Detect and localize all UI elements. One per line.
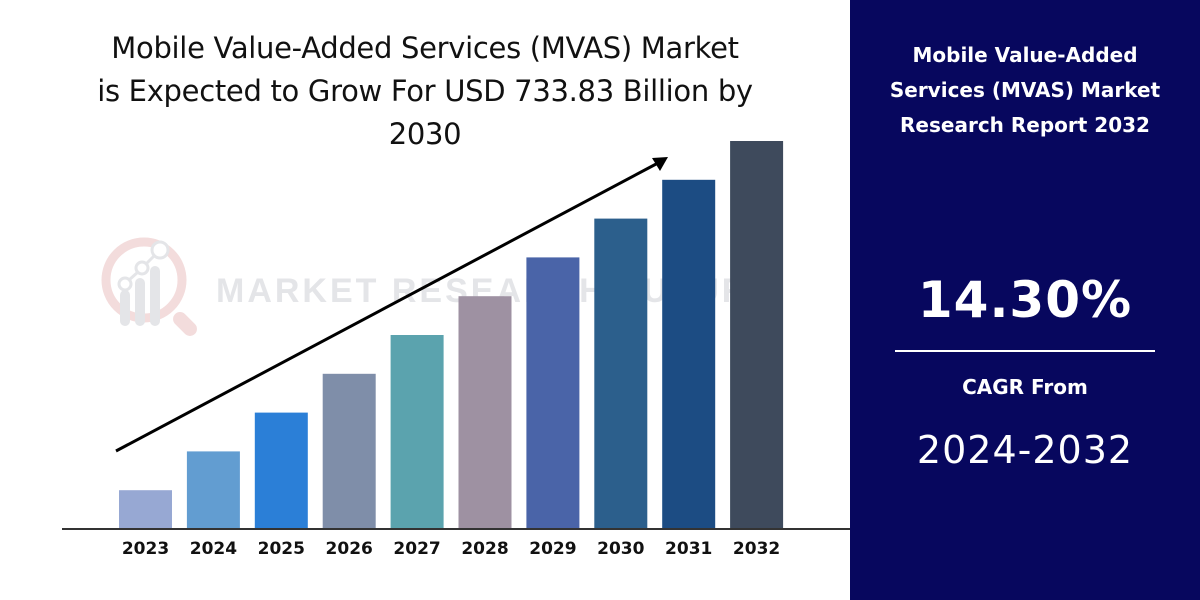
x-tick-label-2028: 2028 — [461, 539, 508, 559]
x-tick-label-2024: 2024 — [190, 539, 237, 559]
x-tick-label-2026: 2026 — [326, 539, 373, 559]
cagr-range: 2024-2032 — [916, 428, 1134, 472]
x-tick-label-2029: 2029 — [529, 539, 576, 559]
bar-2028 — [458, 296, 512, 529]
x-tick-label-2025: 2025 — [258, 539, 305, 559]
summary-panel: Mobile Value-Added Services (MVAS) Marke… — [850, 0, 1200, 600]
x-tick-label-2030: 2030 — [597, 539, 644, 559]
trend-arrow-line — [115, 161, 659, 453]
report-title-line-1: Mobile Value-Added — [912, 43, 1138, 67]
trend-arrow-head — [652, 157, 668, 171]
trend-arrow — [115, 157, 668, 453]
bar-2023 — [119, 490, 172, 529]
cagr-label: CAGR From — [962, 375, 1088, 399]
chart-title-line-1: Mobile Value-Added Services (MVAS) Marke… — [111, 31, 739, 65]
x-tick-label-2027: 2027 — [393, 539, 440, 559]
magnifier-chart-logo-icon — [101, 237, 197, 336]
bar-2029 — [526, 257, 580, 529]
x-tick-label-2031: 2031 — [665, 539, 712, 559]
x-tick-label-2032: 2032 — [733, 539, 780, 559]
chart-title: Mobile Value-Added Services (MVAS) Marke… — [0, 27, 850, 156]
bar-2031 — [662, 179, 716, 530]
chart-panel: Mobile Value-Added Services (MVAS) Marke… — [0, 27, 850, 559]
bar-2032 — [730, 141, 784, 529]
bar-2025 — [254, 412, 308, 529]
bar-2026 — [322, 373, 376, 529]
x-tick-label-2023: 2023 — [122, 539, 169, 559]
report-title-line-3: Research Report 2032 — [900, 113, 1150, 137]
bar-2027 — [390, 335, 444, 529]
bar-2030 — [594, 218, 648, 529]
report-title: Mobile Value-Added Services (MVAS) Marke… — [850, 38, 1200, 143]
cagr-value: 14.30% — [917, 271, 1133, 329]
chart-title-line-2: is Expected to Grow For USD 733.83 Billi… — [97, 74, 753, 108]
chart-title-line-3: 2030 — [388, 117, 462, 151]
divider — [895, 350, 1155, 352]
bar-2024 — [186, 451, 240, 529]
report-title-line-2: Services (MVAS) Market — [889, 78, 1161, 102]
bar-chart: 2023 2024 2025 2026 2027 2028 2029 2030 2031 2032 — [62, 141, 850, 559]
